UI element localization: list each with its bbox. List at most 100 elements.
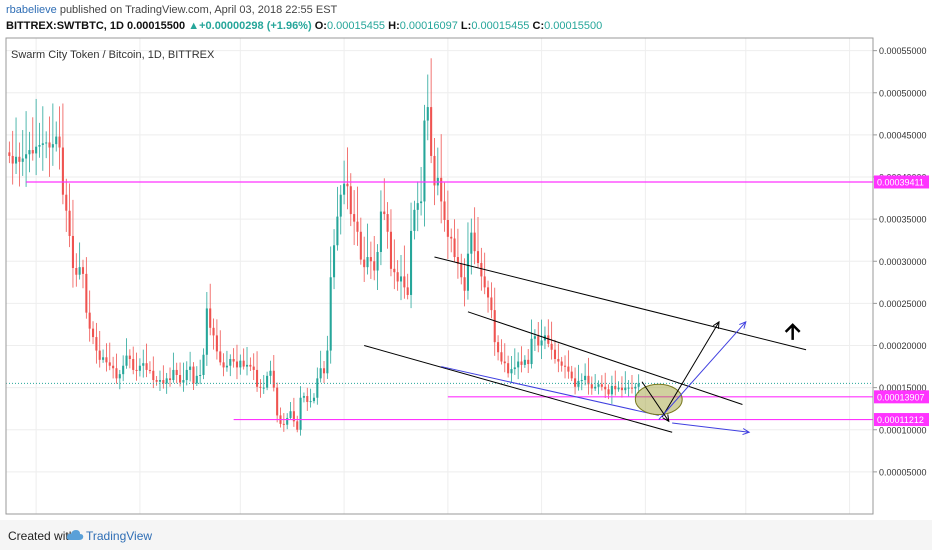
candle-body (433, 155, 436, 186)
candle-body (430, 107, 433, 156)
candle-body (75, 267, 78, 275)
candle-body (272, 370, 275, 388)
price-label-box (874, 413, 929, 427)
candle-body (259, 386, 262, 388)
candle-body (128, 355, 131, 359)
close-value: 0.00015500 (544, 20, 603, 32)
candle-body (41, 143, 44, 145)
candle-body (336, 216, 339, 246)
candle-body (473, 232, 476, 252)
candle-body (276, 387, 279, 416)
candle-body (617, 387, 620, 390)
candle-body (497, 342, 500, 353)
price-label-text: 0.00013907 (877, 392, 925, 402)
candle-body (185, 369, 188, 381)
candle-body (252, 366, 255, 370)
candle-body (38, 144, 41, 147)
y-tick-label: 0.00010000 (879, 425, 927, 435)
candle-body (309, 401, 312, 403)
candle-body (389, 231, 392, 269)
candle-body (550, 343, 553, 350)
candle-body (115, 368, 118, 379)
candle-body (25, 154, 28, 159)
candle-body (373, 261, 376, 271)
chart-title: Swarm City Token / Bitcoin, 1D, BITTREX (11, 49, 215, 61)
candle-body (302, 396, 305, 398)
candle-body (85, 273, 88, 313)
candle-body (18, 156, 21, 162)
candle-body (91, 328, 95, 338)
candle-body (487, 287, 490, 298)
candle-body (155, 380, 158, 382)
candle-body (597, 384, 600, 387)
candle-body (396, 272, 399, 282)
candle-body (339, 194, 342, 217)
candle-body (51, 144, 54, 148)
high-label: H: (388, 20, 400, 32)
candle-body (35, 146, 38, 154)
candle-body (567, 366, 570, 372)
candle-body (118, 374, 121, 379)
candle-body (286, 417, 289, 425)
candle-body (557, 358, 560, 362)
y-tick-label: 0.00055000 (879, 46, 927, 56)
candle-body (209, 308, 212, 328)
trend-line (441, 366, 659, 416)
candle-body (620, 387, 623, 391)
symbol-label: BITTREX:SWTBTC, 1D (6, 20, 124, 32)
candle-body (610, 385, 613, 395)
candle-body (322, 368, 326, 374)
price-label-text: 0.00039411 (877, 177, 924, 187)
highlight-ellipse (634, 383, 683, 416)
candle-body (182, 380, 185, 383)
candle-body (15, 156, 18, 164)
candle-body (299, 397, 302, 430)
candle-body (463, 277, 466, 291)
candle-body (65, 194, 68, 211)
candle-body (256, 369, 259, 387)
candlestick-series (8, 58, 640, 436)
candle-body (493, 310, 496, 343)
candle-body (205, 308, 208, 355)
candle-body (483, 276, 486, 288)
trend-line (364, 345, 673, 433)
arrow-line (641, 381, 670, 422)
candle-body (81, 267, 85, 274)
arrow-head (712, 320, 720, 329)
candle-body (446, 219, 449, 237)
candle-body (513, 367, 516, 370)
candle-body (503, 361, 506, 364)
candle-body (168, 378, 172, 381)
candle-body (61, 147, 64, 195)
candle-body (537, 336, 540, 346)
tradingview-logo-text[interactable]: TradingView (86, 529, 153, 543)
candle-body (48, 142, 51, 148)
candle-body (11, 155, 14, 164)
candle-body (607, 389, 610, 395)
y-tick-label: 0.00015000 (879, 383, 927, 393)
price-axis[interactable]: 0.00005000 0.00010000 0.00015000 0.00020000… (873, 46, 929, 477)
candle-body (142, 363, 145, 366)
candle-body (440, 177, 443, 202)
publisher-username[interactable]: rbabelieve (6, 4, 57, 16)
candle-body (523, 359, 526, 365)
candle-body (614, 385, 617, 390)
candle-body (21, 158, 24, 162)
candle-body (590, 384, 593, 389)
candle-body (520, 361, 523, 365)
candle-body (222, 362, 225, 368)
price-change: +0.00000298 (+1.96%) (199, 20, 312, 32)
candle-body (600, 384, 603, 387)
candle-body (152, 370, 155, 381)
price-chart[interactable]: Swarm City Token / Bitcoin, 1D, BITTREX … (0, 36, 932, 520)
candle-body (28, 150, 31, 155)
candle-body (510, 369, 513, 374)
candle-body (199, 374, 202, 376)
y-tick-label: 0.00045000 (879, 130, 927, 140)
candle-body (426, 107, 429, 121)
candle-body (363, 259, 366, 268)
candle-body (634, 386, 637, 389)
y-tick-label: 0.00020000 (879, 341, 927, 351)
candle-body (219, 351, 222, 363)
candle-body (553, 349, 557, 359)
